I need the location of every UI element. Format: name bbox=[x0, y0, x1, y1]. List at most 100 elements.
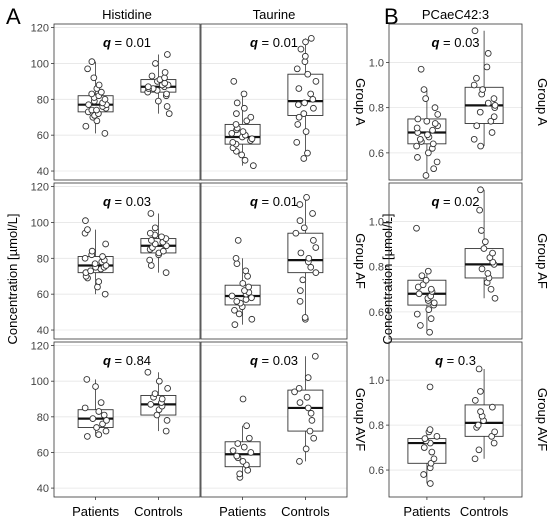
group-strip-label: Group AVF bbox=[535, 388, 550, 451]
data-point bbox=[414, 154, 421, 161]
data-point bbox=[147, 262, 155, 269]
data-point bbox=[238, 151, 245, 159]
data-point bbox=[81, 254, 89, 262]
y-tick-label: 80 bbox=[37, 253, 49, 265]
panel-frame bbox=[53, 182, 201, 340]
data-point bbox=[427, 315, 435, 323]
facet-3: 0.6 0.8 1.0 q = 0.3 Patients Controls Group AV… bbox=[369, 341, 550, 519]
data-point bbox=[152, 60, 159, 67]
data-point bbox=[489, 403, 496, 411]
data-point bbox=[228, 292, 236, 300]
data-point bbox=[232, 121, 240, 128]
data-point bbox=[431, 104, 439, 112]
y-axis-label-right: Concentration [µmol/L] bbox=[380, 213, 395, 344]
data-point bbox=[87, 267, 94, 275]
data-point bbox=[291, 388, 298, 396]
data-point bbox=[233, 99, 241, 107]
x-tick-label: Controls bbox=[281, 504, 330, 519]
data-point bbox=[101, 130, 109, 137]
data-point bbox=[307, 90, 315, 98]
data-point bbox=[163, 417, 171, 424]
data-point bbox=[299, 276, 307, 284]
data-point bbox=[144, 83, 152, 91]
data-point bbox=[310, 434, 318, 442]
data-point bbox=[249, 162, 257, 170]
data-point bbox=[161, 74, 168, 82]
data-point bbox=[305, 254, 313, 262]
data-point bbox=[426, 328, 433, 336]
data-point bbox=[230, 78, 238, 85]
data-point bbox=[487, 285, 495, 293]
data-point bbox=[292, 229, 300, 237]
chart-3: PCaeC42:3 0.6 0.8 1.0 q = 0.03 Group A 0.6 0.8 1… bbox=[369, 7, 550, 519]
panel-frame bbox=[200, 182, 348, 340]
data-point bbox=[82, 122, 90, 130]
data-point bbox=[158, 233, 165, 241]
y-tick-label: 80 bbox=[37, 412, 49, 424]
data-point bbox=[103, 417, 110, 424]
data-point bbox=[418, 272, 426, 280]
q-annotation: q = 0.03 bbox=[103, 194, 151, 209]
data-point bbox=[413, 310, 421, 318]
data-point bbox=[295, 113, 303, 121]
data-point bbox=[301, 99, 308, 107]
data-point bbox=[151, 390, 159, 398]
data-point bbox=[302, 128, 310, 135]
data-point bbox=[304, 404, 312, 412]
data-point bbox=[478, 265, 486, 273]
data-point bbox=[95, 431, 103, 438]
facet-2: 0.6 0.8 1.0 q = 0.02 Group AF bbox=[369, 182, 550, 340]
y-tick-label: 120 bbox=[31, 23, 49, 35]
data-point bbox=[424, 267, 432, 275]
box-patients bbox=[77, 217, 114, 298]
data-point bbox=[245, 434, 253, 442]
data-point bbox=[90, 74, 98, 82]
chart-title: PCaeC42:3 bbox=[422, 7, 489, 22]
data-point bbox=[165, 110, 173, 118]
data-point bbox=[470, 81, 478, 89]
data-point bbox=[423, 117, 431, 125]
data-point bbox=[301, 314, 309, 321]
y-tick-label: 0.8 bbox=[369, 420, 384, 432]
data-point bbox=[146, 229, 154, 237]
data-point bbox=[155, 377, 163, 385]
q-annotation: q = 0.01 bbox=[250, 194, 298, 209]
data-point bbox=[241, 287, 248, 294]
data-point bbox=[240, 90, 248, 98]
q-annotation: q = 0.01 bbox=[103, 35, 151, 50]
data-point bbox=[97, 399, 105, 406]
facet-1: 40 60 80 100 120 q = 0.01 bbox=[31, 23, 201, 181]
data-point bbox=[476, 206, 483, 214]
data-point bbox=[479, 86, 486, 93]
x-tick-label: Controls bbox=[460, 504, 509, 519]
data-point bbox=[84, 65, 91, 73]
chart-1: Histidine 40 60 80 100 120 q = 0.01 40 60 80 100 12… bbox=[31, 7, 201, 519]
y-tick-label: 100 bbox=[31, 217, 49, 229]
data-point bbox=[93, 424, 100, 431]
data-point bbox=[312, 269, 320, 277]
data-point bbox=[483, 63, 491, 71]
group-strip-label: Group AVF bbox=[353, 388, 368, 451]
data-point bbox=[480, 245, 488, 252]
data-point bbox=[163, 90, 170, 98]
data-point bbox=[477, 142, 484, 150]
data-point bbox=[471, 27, 479, 35]
data-point bbox=[248, 135, 256, 143]
data-point bbox=[308, 417, 316, 424]
box-controls bbox=[140, 51, 177, 118]
data-point bbox=[312, 78, 320, 85]
data-point bbox=[421, 435, 429, 442]
data-point bbox=[235, 310, 243, 318]
data-point bbox=[240, 443, 248, 451]
data-point bbox=[484, 270, 492, 277]
data-point bbox=[239, 395, 247, 403]
data-point bbox=[424, 131, 431, 139]
data-point bbox=[91, 260, 99, 268]
data-point bbox=[490, 95, 498, 102]
data-point bbox=[243, 117, 251, 125]
facet-2: q = 0.01 Group AF bbox=[200, 182, 368, 340]
data-point bbox=[413, 124, 421, 132]
data-point bbox=[312, 244, 320, 251]
data-point bbox=[88, 58, 96, 66]
